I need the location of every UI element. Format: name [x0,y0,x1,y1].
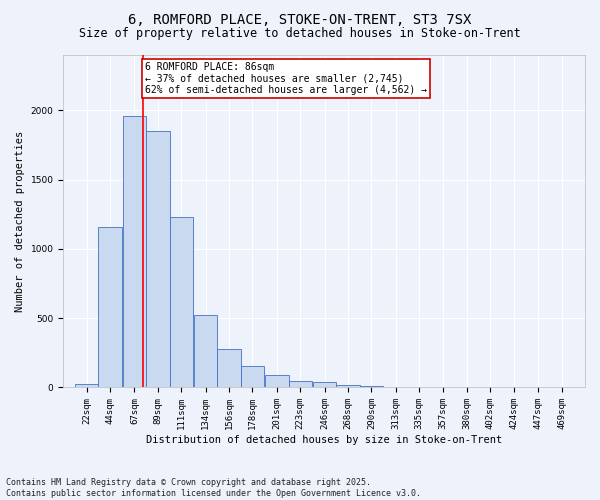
Bar [337,384,360,388]
Bar [384,387,407,388]
Bar [313,382,337,388]
Text: Contains HM Land Registry data © Crown copyright and database right 2025.
Contai: Contains HM Land Registry data © Crown c… [6,478,421,498]
Bar [75,384,98,388]
Bar [194,316,217,388]
Bar [98,227,122,388]
Bar [217,350,241,388]
Text: Size of property relative to detached houses in Stoke-on-Trent: Size of property relative to detached ho… [79,28,521,40]
Bar [289,381,312,388]
Bar [146,131,170,388]
Bar [360,386,383,388]
Bar [170,217,193,388]
X-axis label: Distribution of detached houses by size in Stoke-on-Trent: Distribution of detached houses by size … [146,435,502,445]
Bar [241,366,264,388]
Bar [265,375,289,388]
Text: 6, ROMFORD PLACE, STOKE-ON-TRENT, ST3 7SX: 6, ROMFORD PLACE, STOKE-ON-TRENT, ST3 7S… [128,12,472,26]
Y-axis label: Number of detached properties: Number of detached properties [15,130,25,312]
Text: 6 ROMFORD PLACE: 86sqm
← 37% of detached houses are smaller (2,745)
62% of semi-: 6 ROMFORD PLACE: 86sqm ← 37% of detached… [145,62,427,95]
Bar [123,116,146,388]
